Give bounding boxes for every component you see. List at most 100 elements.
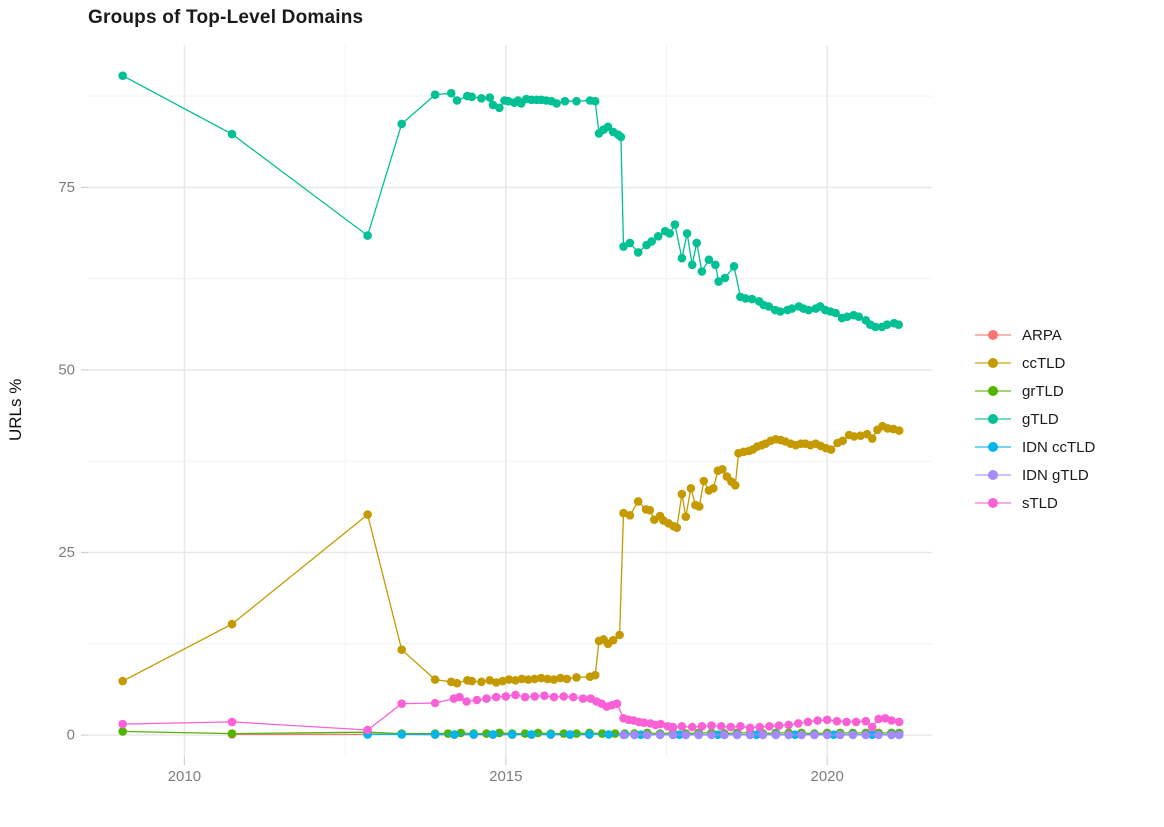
data-point: [874, 730, 883, 740]
data-point: [549, 675, 559, 684]
data-point: [639, 718, 649, 727]
data-point: [616, 132, 626, 142]
legend-key-swatch: [975, 325, 1011, 345]
data-point: [732, 730, 742, 740]
data-point: [590, 670, 600, 680]
x-tick-label: 2020: [811, 768, 844, 785]
legend: ARPA ccTLD grTLD gTLD IDN ccTLD IDN gTLD sTLD: [975, 321, 1095, 517]
data-point: [397, 119, 407, 129]
series-line-gTLD: [122, 75, 899, 328]
data-point: [741, 294, 750, 303]
data-point: [469, 730, 479, 739]
data-point: [572, 96, 581, 106]
data-point: [467, 92, 477, 102]
data-point: [430, 675, 440, 684]
data-point: [764, 302, 773, 311]
data-point: [729, 262, 739, 271]
data-point: [488, 730, 498, 739]
data-point: [771, 730, 781, 740]
data-point: [647, 237, 656, 246]
data-point: [530, 674, 539, 684]
data-point: [633, 248, 643, 257]
data-point: [430, 90, 440, 99]
data-point: [597, 729, 607, 738]
data-point: [118, 71, 127, 80]
data-point: [774, 721, 784, 730]
data-point: [118, 676, 127, 686]
data-point: [363, 510, 372, 519]
data-point: [681, 730, 691, 740]
data-point: [610, 729, 620, 738]
data-point: [707, 721, 716, 730]
legend-key-dot: [988, 470, 998, 480]
data-point: [736, 722, 745, 731]
data-point: [794, 719, 803, 728]
data-point: [697, 722, 707, 731]
data-point: [745, 723, 755, 733]
data-point: [670, 220, 680, 229]
data-point: [668, 730, 678, 740]
data-point: [511, 676, 520, 685]
data-point: [572, 729, 581, 738]
data-point: [619, 242, 628, 251]
data-point: [559, 729, 568, 738]
legend-label: grTLD: [1022, 382, 1064, 400]
y-tick-label: 0: [67, 727, 75, 744]
data-point: [491, 692, 501, 702]
data-point: [578, 694, 588, 703]
data-point: [485, 93, 495, 102]
data-point: [452, 678, 462, 688]
data-point: [707, 730, 716, 740]
data-point: [822, 715, 832, 725]
legend-label: ccTLD: [1022, 354, 1066, 372]
data-point: [560, 96, 570, 106]
data-point: [672, 523, 682, 532]
data-point: [856, 431, 865, 441]
data-point: [686, 484, 696, 493]
data-point: [822, 730, 832, 740]
data-point: [747, 294, 757, 304]
data-point: [765, 722, 774, 731]
data-point: [887, 716, 896, 725]
data-point: [491, 678, 501, 687]
y-tick-label: 25: [58, 544, 75, 561]
data-point: [894, 717, 904, 727]
data-point: [867, 434, 877, 443]
data-point: [867, 722, 877, 732]
data-point: [804, 305, 813, 315]
data-point: [718, 465, 727, 474]
data-point: [803, 717, 813, 727]
data-point: [630, 730, 639, 740]
data-point: [849, 432, 859, 441]
data-point: [656, 719, 665, 729]
data-point: [227, 129, 237, 139]
data-point: [482, 729, 491, 738]
data-point: [604, 730, 613, 739]
data-point: [726, 722, 736, 732]
data-point: [536, 673, 546, 683]
data-point: [625, 238, 635, 248]
data-point: [552, 99, 561, 108]
data-point: [227, 729, 237, 738]
data-point: [520, 692, 530, 702]
data-point: [619, 730, 628, 740]
data-point: [227, 619, 237, 629]
data-point: [520, 729, 530, 738]
data-point: [755, 722, 764, 732]
chart-title: Groups of Top-Level Domains: [88, 7, 364, 28]
data-point: [633, 497, 643, 506]
data-point: [687, 722, 697, 732]
data-point: [549, 692, 559, 702]
legend-key-dot: [988, 358, 998, 368]
data-point: [851, 717, 861, 727]
data-point: [488, 100, 498, 110]
data-point: [450, 730, 459, 739]
legend-label: gTLD: [1022, 410, 1059, 428]
data-point: [615, 630, 624, 640]
data-point: [894, 730, 904, 740]
legend-key-swatch: [975, 353, 1011, 373]
data-point: [540, 691, 549, 700]
y-tick-label: 50: [58, 362, 75, 379]
data-point: [711, 260, 720, 270]
legend-label: sTLD: [1022, 494, 1058, 512]
